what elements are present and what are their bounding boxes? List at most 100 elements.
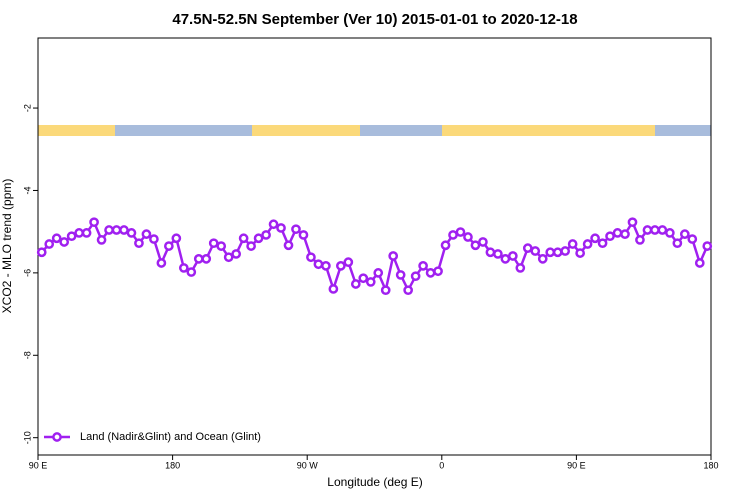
data-point (537, 254, 548, 264)
data-point (104, 225, 114, 235)
data-point (66, 231, 77, 242)
data-point (171, 233, 182, 244)
ocean-strip (360, 125, 442, 136)
data-point (627, 217, 638, 228)
data-point (223, 252, 234, 263)
data-point (238, 233, 249, 244)
data-point (141, 229, 152, 239)
y-axis-label: XCO2 - MLO trend (ppm) (0, 179, 14, 314)
data-point (552, 247, 563, 258)
data-point (373, 268, 384, 278)
data-point (321, 261, 331, 271)
data-point (81, 228, 92, 238)
data-point (478, 237, 488, 247)
data-point (89, 217, 99, 228)
data-point (560, 246, 571, 256)
data-point (156, 258, 167, 268)
data-point (201, 254, 212, 264)
data-point (246, 241, 256, 251)
y-tick-label: -6 (22, 269, 32, 277)
data-point (283, 240, 294, 251)
data-point (567, 239, 578, 249)
data-point (612, 228, 623, 238)
data-point (418, 261, 428, 271)
data-point (298, 230, 309, 240)
data-point (507, 251, 518, 261)
data-point (268, 219, 279, 230)
x-axis-label: Longitude (deg E) (327, 475, 422, 489)
ocean-strip (115, 125, 252, 136)
land-ocean-strip (38, 125, 711, 136)
data-point (530, 246, 541, 256)
chart-title: 47.5N-52.5N September (Ver 10) 2015-01-0… (172, 11, 577, 28)
data-point (470, 240, 481, 251)
x-tick-label: 90 W (297, 460, 319, 470)
data-point (253, 233, 264, 244)
data-point (36, 247, 47, 258)
data-point (605, 231, 615, 242)
data-point (51, 233, 62, 244)
data-point (59, 237, 70, 247)
data-point (500, 254, 511, 264)
data-point (186, 267, 197, 277)
data-point (261, 230, 271, 240)
ocean-strip (655, 125, 711, 136)
data-point (365, 277, 376, 287)
data-point (350, 279, 361, 289)
land-strip (252, 125, 360, 136)
data-point (590, 233, 600, 244)
land-strip (442, 125, 655, 136)
data-point (231, 249, 242, 259)
data-point (149, 234, 159, 244)
data-point (44, 239, 55, 249)
data-point (694, 258, 705, 268)
data-point (164, 241, 174, 251)
data-point (455, 227, 466, 237)
data-point (276, 223, 286, 233)
data-point (448, 230, 458, 240)
legend-marker (52, 432, 62, 442)
data-point (119, 225, 129, 235)
x-tick-label: 90 E (567, 460, 586, 470)
data-point (597, 238, 608, 249)
x-tick-label: 180 (165, 460, 180, 470)
data-point (388, 251, 399, 261)
x-tick-label: 0 (439, 460, 444, 470)
x-tick-label: 180 (703, 460, 718, 470)
data-point (291, 224, 301, 235)
data-point (635, 235, 645, 245)
data-point (545, 247, 556, 258)
data-point (306, 252, 316, 263)
data-point (403, 285, 413, 296)
y-tick-label: -4 (22, 186, 32, 194)
data-point (463, 232, 473, 242)
y-tick-label: -2 (22, 104, 32, 112)
y-tick-label: -8 (22, 351, 32, 359)
x-tick-label: 90 E (29, 460, 48, 470)
data-point (410, 271, 421, 282)
data-point (336, 261, 346, 271)
legend-label: Land (Nadir&Glint) and Ocean (Glint) (80, 431, 261, 443)
data-point (425, 268, 436, 278)
data-point (96, 235, 107, 245)
data-point (657, 225, 668, 235)
data-point (515, 263, 526, 273)
data-point (679, 229, 690, 239)
data-point (74, 228, 84, 238)
data-point (380, 285, 391, 296)
data-point (208, 238, 219, 249)
data-point (313, 259, 324, 270)
data-point (485, 247, 496, 258)
data-point (642, 225, 653, 235)
data-point (328, 284, 339, 294)
data-point (178, 263, 189, 273)
data-point (433, 266, 443, 277)
data-point (650, 225, 660, 235)
data-point (358, 273, 369, 284)
data-point (493, 249, 503, 259)
data-point (193, 254, 204, 264)
data-point (665, 228, 675, 238)
data-point (111, 225, 122, 235)
data-point (134, 238, 144, 249)
